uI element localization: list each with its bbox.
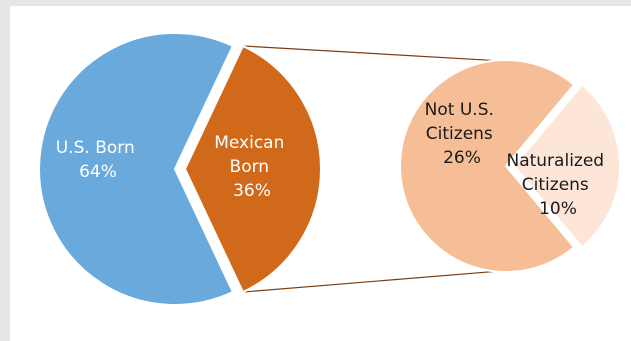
slice-not-citizens [399, 59, 576, 273]
label-not-citizens-value: 26% [443, 148, 481, 168]
slice-us-born [38, 32, 235, 306]
pie-of-pie-chart: U.S. Born 64% Mexican Born 36% Not U.S. … [38, 32, 622, 306]
label-naturalized-line1: Naturalized [506, 151, 604, 171]
label-mexican-born-value: 36% [233, 181, 271, 201]
slice-naturalized [512, 83, 622, 249]
label-mexican-born-line2: Born [230, 157, 270, 177]
label-naturalized-value: 10% [539, 199, 577, 219]
label-us-born-line1: U.S. Born [56, 138, 135, 158]
label-mexican-born: Mexican Born 36% [214, 133, 290, 201]
label-us-born: U.S. Born 64% [56, 138, 140, 182]
connector-line-top [242, 45, 495, 62]
label-naturalized-line2: Citizens [522, 175, 589, 195]
chart-frame: U.S. Born 64% Mexican Born 36% Not U.S. … [10, 6, 631, 341]
slice-mexican-born [183, 44, 323, 294]
label-not-citizens-line2: Citizens [426, 124, 493, 144]
label-mexican-born-line1: Mexican [214, 133, 284, 153]
label-not-citizens-line1: Not U.S. [425, 100, 494, 120]
label-us-born-value: 64% [79, 162, 117, 182]
label-naturalized: Naturalized Citizens 10% [506, 151, 609, 219]
label-not-citizens: Not U.S. Citizens 26% [425, 100, 500, 168]
connector-line-bottom [242, 270, 495, 293]
